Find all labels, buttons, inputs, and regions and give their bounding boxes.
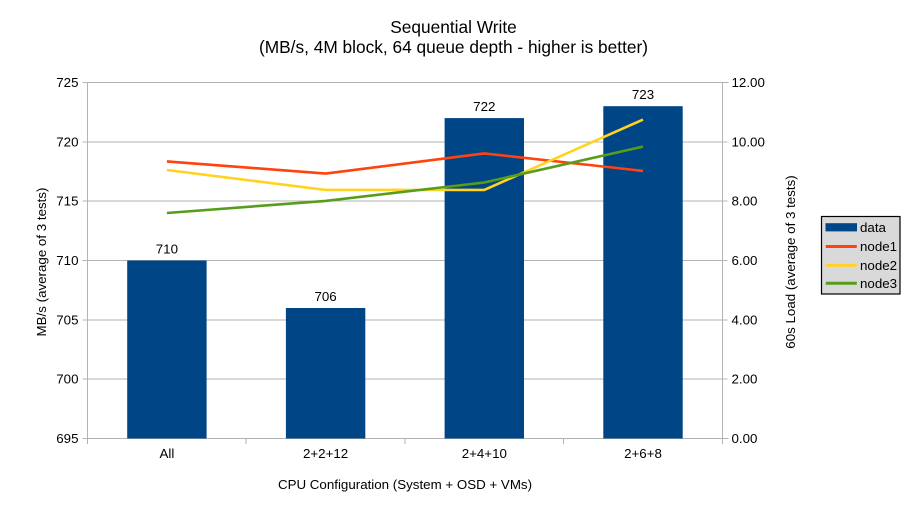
svg-text:725: 725 bbox=[56, 75, 78, 90]
svg-text:705: 705 bbox=[56, 312, 78, 327]
svg-text:MB/s (average of 3 tests): MB/s (average of 3 tests) bbox=[34, 188, 49, 337]
svg-text:(MB/s, 4M block, 64 queue dept: (MB/s, 4M block, 64 queue depth - higher… bbox=[259, 37, 648, 57]
svg-text:6.00: 6.00 bbox=[732, 253, 758, 268]
svg-text:695: 695 bbox=[56, 431, 78, 446]
svg-text:700: 700 bbox=[56, 372, 78, 387]
svg-text:node1: node1 bbox=[860, 239, 897, 254]
svg-text:node3: node3 bbox=[860, 276, 897, 291]
svg-text:8.00: 8.00 bbox=[732, 194, 758, 209]
svg-text:60s Load (average of 3 tests): 60s Load (average of 3 tests) bbox=[783, 175, 798, 348]
svg-text:All: All bbox=[159, 446, 174, 461]
svg-text:0.00: 0.00 bbox=[732, 431, 758, 446]
svg-text:710: 710 bbox=[156, 241, 178, 256]
svg-text:2+2+12: 2+2+12 bbox=[303, 446, 348, 461]
svg-text:Sequential Write: Sequential Write bbox=[390, 17, 516, 37]
svg-text:node2: node2 bbox=[860, 258, 897, 273]
svg-text:2+6+8: 2+6+8 bbox=[624, 446, 662, 461]
svg-text:4.00: 4.00 bbox=[732, 312, 758, 327]
svg-text:10.00: 10.00 bbox=[732, 134, 765, 149]
svg-text:2.00: 2.00 bbox=[732, 372, 758, 387]
svg-text:data: data bbox=[860, 220, 887, 235]
svg-text:2+4+10: 2+4+10 bbox=[462, 446, 507, 461]
svg-text:720: 720 bbox=[56, 134, 78, 149]
svg-text:723: 723 bbox=[632, 87, 654, 102]
svg-text:706: 706 bbox=[314, 289, 336, 304]
svg-text:12.00: 12.00 bbox=[732, 75, 765, 90]
svg-text:722: 722 bbox=[473, 99, 495, 114]
svg-text:710: 710 bbox=[56, 253, 78, 268]
svg-text:715: 715 bbox=[56, 194, 78, 209]
svg-text:CPU Configuration (System + OS: CPU Configuration (System + OSD + VMs) bbox=[278, 477, 532, 492]
